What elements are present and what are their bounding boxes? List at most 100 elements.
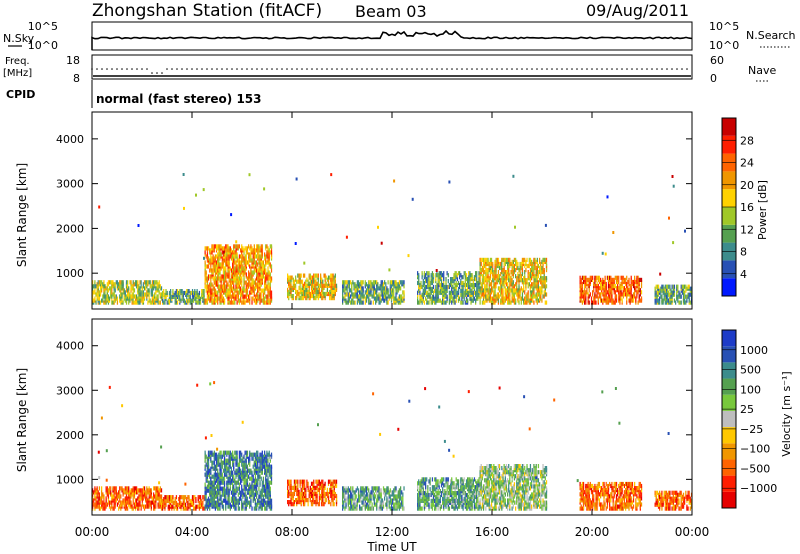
power-cell bbox=[166, 300, 168, 305]
power-cell bbox=[628, 298, 630, 303]
power-cell bbox=[146, 290, 148, 295]
power-cell bbox=[269, 262, 271, 267]
power-cell bbox=[623, 286, 626, 291]
power-cell bbox=[617, 284, 619, 289]
power-cell bbox=[510, 288, 512, 293]
power-cell bbox=[451, 277, 453, 282]
velocity-cell bbox=[212, 452, 214, 457]
power-cell bbox=[593, 300, 595, 305]
power-cell bbox=[540, 286, 542, 291]
power-cell bbox=[257, 296, 259, 301]
power-cell bbox=[238, 254, 241, 259]
velocity-cell bbox=[220, 494, 222, 499]
velocity-cell bbox=[156, 492, 158, 497]
power-cell bbox=[543, 284, 545, 289]
power-cell bbox=[314, 273, 316, 278]
power-cell bbox=[355, 288, 357, 293]
power-cell bbox=[359, 282, 361, 287]
power-cell bbox=[454, 271, 456, 276]
velocity-cell bbox=[182, 495, 184, 500]
velocity-cell bbox=[243, 480, 245, 485]
velocity-cell bbox=[123, 488, 125, 493]
velocity-cell bbox=[160, 494, 163, 499]
power-cell bbox=[492, 268, 494, 273]
power-cell bbox=[98, 296, 101, 301]
power-cell bbox=[298, 273, 300, 278]
power-cell bbox=[267, 270, 269, 275]
power-cell bbox=[334, 279, 336, 284]
power-cell bbox=[166, 290, 168, 296]
power-cell bbox=[664, 288, 666, 293]
power-cell bbox=[488, 296, 490, 301]
power-cell bbox=[507, 300, 509, 305]
power-cell bbox=[244, 260, 246, 265]
power-cell bbox=[381, 296, 384, 301]
nave-bottom-tick: 0 bbox=[710, 72, 717, 85]
power-cell bbox=[233, 244, 235, 249]
power-cell bbox=[664, 284, 666, 289]
power-cell bbox=[242, 246, 244, 251]
velocity-cell bbox=[223, 476, 226, 481]
power-cell bbox=[614, 294, 616, 299]
power-cell bbox=[226, 248, 228, 253]
power-cell bbox=[396, 282, 398, 287]
power-cell bbox=[299, 296, 301, 301]
power-cell bbox=[501, 280, 503, 285]
velocity-cell bbox=[234, 478, 236, 483]
velocity-cell bbox=[166, 498, 168, 504]
velocity-cell bbox=[219, 466, 221, 471]
power-cell bbox=[215, 276, 218, 281]
power-cell bbox=[269, 286, 271, 291]
velocity-cell bbox=[220, 498, 222, 503]
power-cell bbox=[207, 256, 210, 261]
power-cell bbox=[400, 298, 402, 303]
power-cell bbox=[437, 292, 439, 297]
power-cell bbox=[501, 257, 503, 262]
power-cell bbox=[346, 280, 348, 285]
power-cell bbox=[146, 294, 148, 299]
power-cell bbox=[243, 260, 245, 265]
power-cell bbox=[526, 263, 528, 269]
power-cell bbox=[494, 265, 496, 271]
power-cell bbox=[537, 280, 540, 285]
power-cell bbox=[540, 261, 542, 267]
power-cell bbox=[494, 298, 496, 303]
power-cell bbox=[181, 292, 183, 297]
power-cell bbox=[260, 288, 262, 293]
power-cell bbox=[305, 291, 307, 297]
power-cell bbox=[355, 284, 357, 289]
power-cell bbox=[236, 268, 238, 273]
power-cell bbox=[307, 279, 309, 284]
power-cell bbox=[452, 284, 454, 290]
power-cell bbox=[387, 288, 389, 293]
power-cell bbox=[348, 296, 351, 301]
power-cell bbox=[505, 274, 508, 279]
power-cell bbox=[610, 294, 612, 299]
power-cell bbox=[541, 280, 543, 285]
velocity-cell bbox=[114, 490, 116, 495]
power-cell bbox=[345, 286, 347, 291]
power-cell bbox=[298, 277, 300, 282]
power-cell bbox=[497, 257, 500, 262]
power-cell bbox=[661, 298, 663, 303]
velocity-cell bbox=[227, 466, 229, 471]
velocity-cell bbox=[104, 506, 106, 511]
velocity-cell bbox=[204, 504, 206, 509]
power-cell bbox=[252, 248, 254, 253]
power-cell bbox=[185, 290, 187, 296]
power-cell bbox=[211, 244, 213, 249]
velocity-cell bbox=[198, 495, 201, 500]
power-cell bbox=[225, 248, 227, 253]
power-cell bbox=[203, 292, 205, 297]
power-cell bbox=[356, 300, 359, 305]
power-cell bbox=[223, 284, 226, 289]
power-cell bbox=[101, 280, 103, 285]
power-cell bbox=[498, 265, 501, 271]
power-cell bbox=[431, 286, 434, 291]
power-cell bbox=[256, 244, 258, 249]
power-cell bbox=[515, 268, 517, 273]
power-cell bbox=[342, 298, 344, 303]
power-cell bbox=[495, 284, 497, 289]
velocity-cell bbox=[96, 494, 98, 499]
power-cell bbox=[467, 290, 469, 295]
